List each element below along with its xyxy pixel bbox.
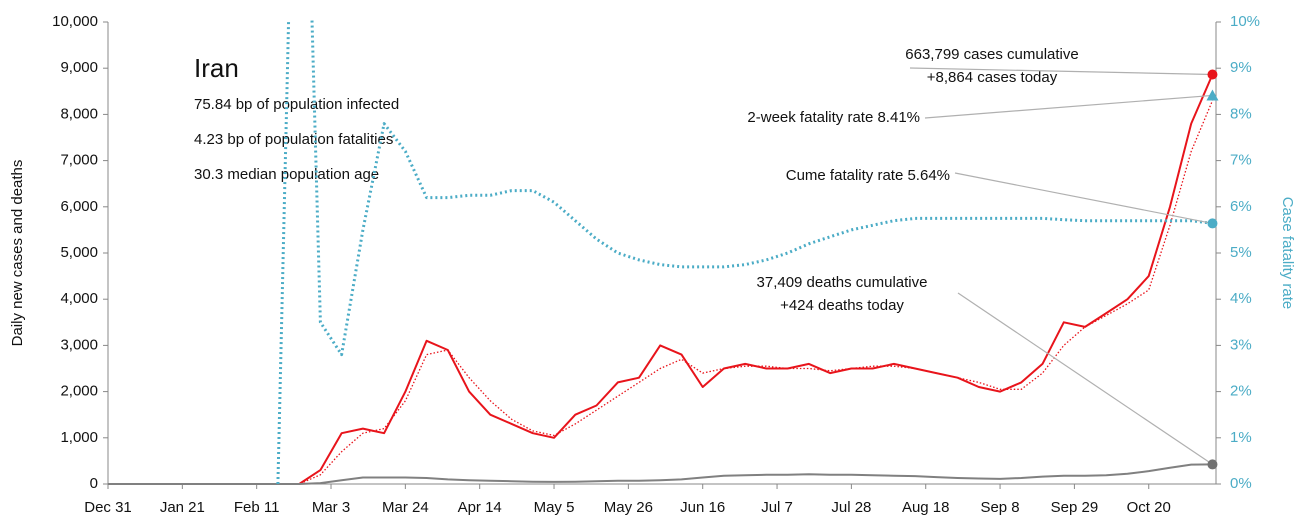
x-tick-label: Sep 8 <box>980 499 1019 516</box>
x-tick-label: May 5 <box>534 499 575 516</box>
y-axis-label: Daily new cases and deaths <box>9 160 26 347</box>
series-line <box>108 100 1214 485</box>
series-line <box>276 20 1213 485</box>
leader-line <box>957 292 1213 465</box>
y2-tick-label: 9% <box>1230 59 1252 76</box>
x-tick-label: Oct 20 <box>1127 499 1171 516</box>
x-tick-label: Jan 21 <box>160 499 205 516</box>
y2-tick-label: 6% <box>1230 198 1252 215</box>
y-tick-label: 4,000 <box>60 290 98 307</box>
x-tick-label: Aug 18 <box>902 499 950 516</box>
y2-tick-label: 5% <box>1230 244 1252 261</box>
x-tick-label: Jul 28 <box>831 499 871 516</box>
x-tick-label: Jul 7 <box>761 499 793 516</box>
x-tick-label: Sep 29 <box>1051 499 1099 516</box>
y-tick-label: 2,000 <box>60 383 98 400</box>
annotation-text: +8,864 cases today <box>927 69 1058 86</box>
y2-tick-label: 10% <box>1230 13 1260 30</box>
y2-tick-label: 2% <box>1230 383 1252 400</box>
y2-tick-label: 7% <box>1230 152 1252 169</box>
annotation-text: 663,799 cases cumulative <box>905 46 1078 63</box>
y-tick-label: 3,000 <box>60 336 98 353</box>
y2-tick-label: 1% <box>1230 429 1252 446</box>
chart-title: Iran <box>194 53 239 83</box>
annotation-text: 37,409 deaths cumulative <box>757 274 928 291</box>
leader-line <box>954 172 1213 225</box>
x-tick-label: Mar 3 <box>312 499 350 516</box>
annotation-text: 2-week fatality rate 8.41% <box>747 109 920 126</box>
y-tick-label: 10,000 <box>52 13 98 30</box>
plot-area <box>108 20 1214 485</box>
annotation-marker <box>1207 459 1218 470</box>
y2-tick-label: 4% <box>1230 290 1252 307</box>
y2-tick-label: 0% <box>1230 475 1252 492</box>
y-tick-label: 9,000 <box>60 59 98 76</box>
x-tick-label: Apr 14 <box>458 499 502 516</box>
info-line: 75.84 bp of population infected <box>194 96 399 113</box>
y-tick-label: 6,000 <box>60 198 98 215</box>
annotation-marker <box>1207 218 1218 229</box>
annotation-marker <box>1206 89 1219 101</box>
y2-axis-label: Case fatality rate <box>1279 197 1296 310</box>
annotation-text: +424 deaths today <box>780 297 904 314</box>
info-line: 4.23 bp of population fatalities <box>194 131 393 148</box>
x-tick-label: Dec 31 <box>84 499 132 516</box>
series-line <box>108 463 1213 485</box>
leader-line <box>924 94 1213 119</box>
y2-tick-label: 8% <box>1230 105 1252 122</box>
x-tick-label: Jun 16 <box>680 499 725 516</box>
y-tick-label: 1,000 <box>60 429 98 446</box>
info-line: 30.3 median population age <box>194 166 379 183</box>
annotation-text: Cume fatality rate 5.64% <box>786 167 950 184</box>
y-tick-label: 8,000 <box>60 105 98 122</box>
y2-tick-label: 3% <box>1230 336 1252 353</box>
y-tick-label: 5,000 <box>60 244 98 261</box>
annotation-marker <box>1207 69 1218 80</box>
x-tick-label: Mar 24 <box>382 499 429 516</box>
leader-line <box>909 67 1213 76</box>
y-tick-label: 7,000 <box>60 152 98 169</box>
x-tick-label: Feb 11 <box>234 499 280 516</box>
x-tick-label: May 26 <box>604 499 653 516</box>
y-tick-label: 0 <box>90 475 98 492</box>
